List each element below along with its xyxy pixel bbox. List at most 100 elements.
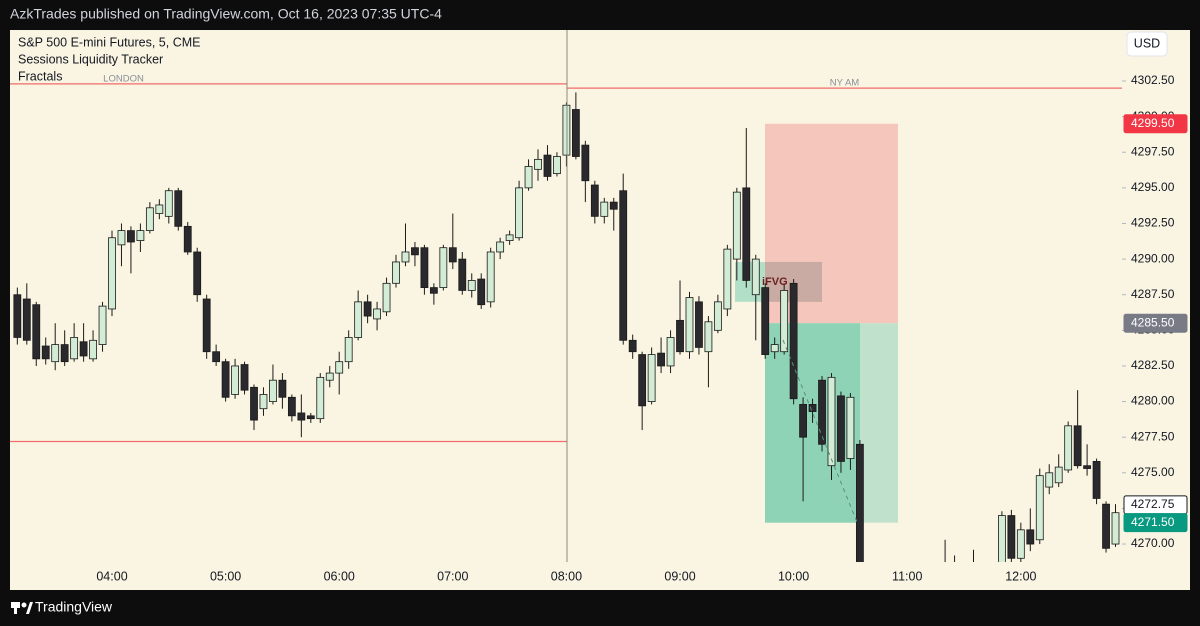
y-tick-label: 4282.50	[1131, 358, 1175, 372]
candle-body	[145, 207, 154, 232]
candle-body	[240, 364, 249, 391]
candle-body	[761, 287, 770, 355]
candle-body	[420, 247, 429, 288]
candle-body	[231, 365, 239, 395]
candle-body	[818, 379, 826, 445]
brand: TradingView	[35, 599, 113, 615]
candle-body	[382, 282, 391, 313]
candle-body	[316, 376, 325, 420]
candle-body	[846, 396, 855, 459]
currency-button[interactable]	[1126, 31, 1168, 57]
price-tag-label: 4271.50	[1131, 515, 1175, 529]
candle-body	[600, 201, 609, 217]
candle-body	[799, 404, 807, 438]
candle-body	[193, 251, 202, 296]
chart-area	[10, 30, 1190, 590]
price-tag	[1123, 513, 1188, 533]
stop-zone	[765, 123, 898, 324]
candle-body	[571, 109, 580, 157]
candle-body	[183, 225, 192, 253]
candle-body	[1092, 461, 1101, 499]
candle-body	[751, 258, 760, 296]
y-tick-label: 4277.50	[1131, 429, 1175, 443]
candle-body	[1045, 472, 1054, 488]
candle-body	[524, 166, 533, 189]
candle-body	[695, 301, 703, 348]
candle-body	[1035, 475, 1044, 541]
candle-body	[562, 104, 571, 156]
x-tick-label: 12:00	[1005, 569, 1036, 583]
candle-body	[297, 412, 306, 421]
candle-body	[335, 361, 344, 374]
candle-body	[1054, 466, 1063, 484]
price-tag-label: 4272.75	[1131, 497, 1175, 511]
candle-body	[1016, 529, 1025, 559]
currency[interactable]: USD	[1134, 36, 1160, 50]
price-tag	[1123, 114, 1188, 134]
y-tick-label: 4292.50	[1131, 216, 1175, 230]
candle-body	[704, 321, 713, 353]
candle-body	[997, 515, 1006, 562]
brand-logo	[11, 602, 33, 614]
candle-body	[202, 298, 211, 353]
candle-body	[647, 354, 656, 402]
x-tick-label: 11:00	[892, 569, 922, 583]
candle-body	[98, 305, 107, 345]
candle-body	[344, 337, 353, 363]
candle-body	[250, 386, 258, 421]
candle-body	[278, 379, 287, 398]
candle-body	[401, 251, 410, 263]
candle-body	[51, 344, 60, 363]
candle-body	[1073, 425, 1082, 467]
candle-body	[553, 156, 561, 175]
price-tag-label: 4285.50	[1131, 315, 1175, 329]
candle-body	[505, 234, 514, 241]
candle-body	[117, 230, 126, 246]
candle-body	[89, 339, 97, 360]
candle-body	[657, 352, 665, 367]
candle-body	[136, 230, 145, 241]
candle-body	[439, 247, 448, 288]
y-tick-label: 4302.50	[1131, 73, 1175, 87]
x-tick-label: 10:00	[778, 569, 809, 583]
candle-body	[306, 415, 315, 420]
candle-body	[79, 341, 88, 357]
candle-body	[477, 278, 486, 306]
candle-body	[723, 248, 732, 310]
candle-body	[770, 344, 779, 353]
candle-body	[41, 345, 50, 360]
candle-body	[221, 361, 230, 398]
y-tick-label: 4280.00	[1131, 394, 1175, 408]
candle-body	[212, 351, 221, 363]
candle-body	[60, 344, 69, 363]
candle-body	[732, 191, 741, 260]
x-tick-label: 04:00	[96, 569, 127, 583]
candle-body	[855, 443, 864, 562]
candle-body	[287, 396, 296, 417]
candle-body	[354, 301, 363, 338]
candle-body	[619, 190, 628, 341]
session-label: LONDON	[103, 73, 144, 84]
candle-body	[1007, 515, 1016, 559]
candle-body	[363, 301, 372, 317]
y-tick-label: 4290.00	[1131, 251, 1175, 265]
chart-title: S&P 500 E-mini Futures, 5, CME	[18, 35, 200, 49]
price-axis: 4270.004272.504275.004277.504280.004282.…	[1122, 73, 1188, 550]
candle-body	[789, 282, 798, 400]
candle-body	[70, 337, 79, 360]
y-tick-label: 4275.00	[1131, 465, 1175, 479]
candle-body	[22, 298, 31, 341]
candle-body	[155, 204, 164, 214]
publish-info: AzkTrades published on TradingView.com, …	[10, 6, 442, 22]
candle-body	[467, 280, 476, 291]
candle-body	[164, 190, 173, 217]
x-tick-label: 06:00	[324, 569, 355, 583]
session-label: NY AM	[830, 78, 859, 89]
path-line	[782, 339, 858, 523]
x-tick-label: 08:00	[551, 569, 582, 583]
candle-body	[808, 404, 817, 412]
candle-body	[392, 261, 400, 284]
x-tick-label: 07:00	[437, 569, 468, 583]
